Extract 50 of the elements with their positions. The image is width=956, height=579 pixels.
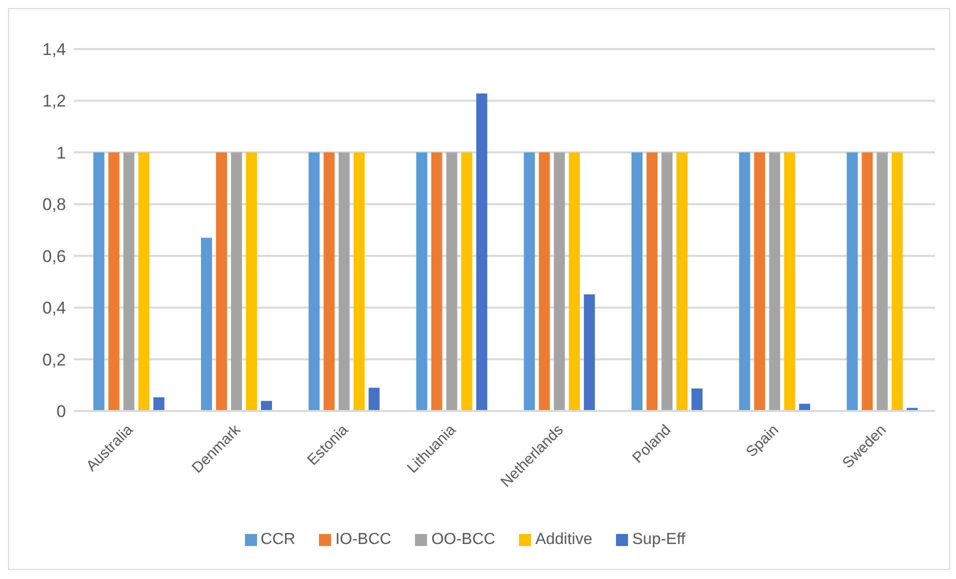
bar [246,152,257,411]
bar [416,152,428,411]
legend-label: IO-BCC [335,531,392,548]
bar [216,152,227,411]
bar [739,152,750,411]
bar [862,152,873,411]
bar [876,152,888,411]
y-tick-label: 1,2 [42,92,66,111]
bar [368,388,380,411]
bar [153,397,164,411]
bar [662,152,672,411]
bar [524,152,535,411]
y-tick-label: 1,4 [42,40,66,60]
y-tick-label: 0,4 [42,298,66,318]
bar [461,152,472,411]
bar [138,152,150,411]
bar [676,152,688,411]
bar [554,152,565,411]
bar [754,152,766,411]
bar [108,152,120,411]
bar [846,152,858,411]
bar [354,152,365,411]
bar [123,152,134,411]
bar [201,238,212,411]
y-tick-label: 0,6 [42,246,66,266]
y-tick-label: 0 [56,402,66,422]
bar [631,152,642,411]
bar [646,152,658,411]
y-tick-label: 0,8 [42,195,66,214]
bar [769,152,780,411]
bar [784,152,796,411]
legend-label: Sup-Eff [632,531,686,548]
bar [93,152,104,411]
bar [308,152,320,411]
bar [446,152,458,411]
bar [338,152,350,411]
legend-label: OO-BCC [431,531,496,548]
legend-label: CCR [260,531,296,548]
bar [231,152,242,411]
bar [476,93,488,411]
bar [568,152,580,411]
bar [692,388,702,411]
y-tick-label: 1 [56,143,66,162]
bar [892,152,903,411]
bar [584,294,595,411]
bar [431,152,442,411]
y-tick-label: 0,2 [42,350,66,370]
legend-label: Additive [535,531,592,548]
bar [538,152,550,411]
bar [324,152,335,411]
